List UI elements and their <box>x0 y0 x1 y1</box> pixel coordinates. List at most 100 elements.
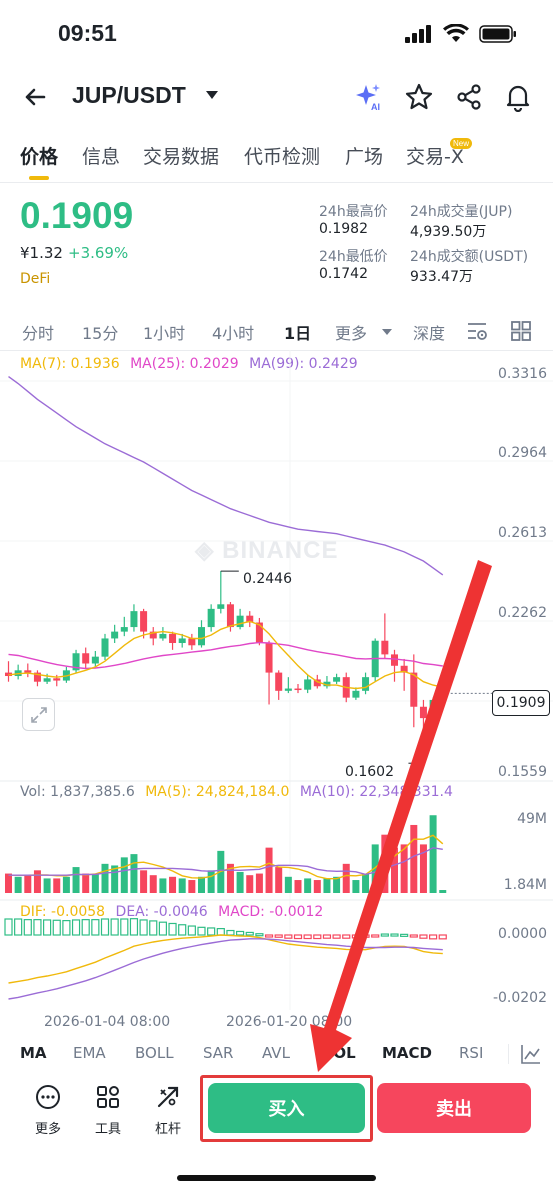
macd-histogram-bar <box>303 934 312 940</box>
interval-line[interactable]: 分时 <box>22 324 55 343</box>
more-button[interactable]: 更多 <box>28 1084 68 1137</box>
interval-4h[interactable]: 4小时 <box>212 324 255 343</box>
volume-bar <box>178 878 186 893</box>
volume-bar <box>304 878 312 893</box>
ai-sparkle-icon[interactable]: AI <box>354 82 384 112</box>
time-axis-label: 2026-01-20 08:00 <box>226 1014 353 1030</box>
volume-bar <box>5 873 12 893</box>
ma99-line <box>8 376 444 576</box>
vol-ma10-legend: MA(10): 22,348,331.4 <box>299 784 453 800</box>
indicator-sar[interactable]: SAR <box>203 1044 234 1062</box>
candle-body <box>188 638 196 646</box>
dif-legend: DIF: -0.0058 <box>20 904 106 920</box>
macd-histogram-bar <box>33 919 42 936</box>
interval-depth[interactable]: 深度 <box>413 324 446 343</box>
macd-histogram-bar <box>438 934 447 940</box>
candle-body <box>255 622 263 644</box>
macd-histogram-bar <box>178 924 187 936</box>
candle-body <box>207 608 215 628</box>
defi-tag[interactable]: DeFi <box>20 271 51 287</box>
indicator-macd[interactable]: MACD <box>382 1044 432 1062</box>
volume-bar <box>226 863 234 893</box>
tab-info[interactable]: 信息 <box>82 146 121 168</box>
interval-1h[interactable]: 1小时 <box>143 324 186 343</box>
ma-legend: MA(7): 0.1936 MA(25): 0.2029 MA(99): 0.2… <box>20 356 358 372</box>
tools-grid-icon <box>97 1086 119 1108</box>
indicator-avl[interactable]: AVL <box>262 1044 290 1062</box>
macd-histogram-bar <box>52 919 61 936</box>
interval-1d[interactable]: 1日 <box>284 324 312 343</box>
tools-button[interactable]: 工具 <box>88 1084 128 1137</box>
macd-histogram-bar <box>409 934 418 938</box>
candle-body <box>217 604 225 609</box>
tools-label: 工具 <box>94 1122 121 1137</box>
macd-histogram-bar <box>110 918 119 936</box>
leverage-button[interactable]: 杠杆 <box>148 1084 188 1137</box>
macd-histogram-bar <box>419 934 428 939</box>
indicator-divider <box>508 1044 509 1064</box>
volume-bar <box>53 878 61 893</box>
share-icon[interactable] <box>454 82 484 112</box>
back-arrow-icon[interactable] <box>20 82 50 112</box>
buy-button[interactable]: 买入 <box>208 1083 365 1133</box>
leverage-icon <box>157 1086 179 1108</box>
volume-bar <box>275 867 283 893</box>
pair-title[interactable]: JUP/USDT <box>72 82 186 108</box>
candle-body <box>236 615 244 628</box>
indicator-vol[interactable]: VOL <box>322 1044 356 1062</box>
tab-token-check[interactable]: 代币检测 <box>244 146 321 168</box>
watermark-text: BINANCE <box>222 537 339 564</box>
volume-bar <box>352 880 360 893</box>
macd-histogram-bar <box>139 919 148 936</box>
indicator-ma[interactable]: MA <box>20 1044 47 1062</box>
candle-body <box>419 706 427 719</box>
tab-trade-data[interactable]: 交易数据 <box>143 146 220 168</box>
volume-bar <box>313 880 321 893</box>
bell-icon[interactable] <box>503 82 533 112</box>
volume-bar <box>400 844 408 893</box>
candle-body <box>91 656 99 664</box>
layout-grid-icon[interactable] <box>510 320 532 342</box>
macd-histogram-bar <box>62 919 71 936</box>
candle-body <box>333 677 341 682</box>
star-icon[interactable] <box>404 82 434 112</box>
volume-bar <box>62 876 70 893</box>
binance-watermark: ◈ BINANCE <box>195 537 339 564</box>
macd-histogram-bar <box>4 918 13 936</box>
macd-histogram-bar <box>91 919 100 936</box>
volume-bar <box>198 876 205 893</box>
ma99-legend: MA(99): 0.2429 <box>249 356 358 372</box>
tab-price[interactable]: 价格 <box>20 146 59 168</box>
macd-histogram-bar <box>380 933 389 937</box>
indicator-boll[interactable]: BOLL <box>135 1044 174 1062</box>
more-caret-icon[interactable] <box>381 327 393 337</box>
volume-bar <box>323 878 331 893</box>
vol-legend: Vol: 1,837,385.6 <box>20 784 135 800</box>
tab-trade-x[interactable]: 交易-X <box>406 146 464 168</box>
candle-body <box>24 670 32 673</box>
chart-settings-icon[interactable] <box>466 320 488 342</box>
tab-square[interactable]: 广场 <box>345 146 384 168</box>
volume-value: 4,939.50万 <box>410 224 487 240</box>
volume-bar <box>24 875 32 893</box>
macd-histogram-bar <box>71 919 81 936</box>
indicator-rsi[interactable]: RSI <box>459 1044 484 1062</box>
expand-chart-button[interactable] <box>22 698 55 731</box>
macd-histogram-bar <box>390 933 399 937</box>
candle-body <box>101 638 109 657</box>
volume-bar <box>111 865 119 893</box>
volume-bar <box>381 834 389 893</box>
volume-bar <box>236 871 244 893</box>
last-price: 0.1909 <box>20 195 134 236</box>
indicator-ema[interactable]: EMA <box>73 1044 106 1062</box>
indicator-settings-icon[interactable] <box>520 1043 542 1065</box>
candle-body <box>140 611 148 632</box>
volume-bar <box>101 863 109 893</box>
interval-more[interactable]: 更多 <box>335 324 368 343</box>
interval-15m[interactable]: 15分 <box>82 324 119 343</box>
more-circle-icon <box>36 1085 60 1109</box>
sell-button[interactable]: 卖出 <box>377 1083 531 1133</box>
macd-histogram-bar <box>236 930 245 936</box>
status-icons <box>405 24 517 44</box>
caret-down-icon[interactable] <box>204 88 220 102</box>
